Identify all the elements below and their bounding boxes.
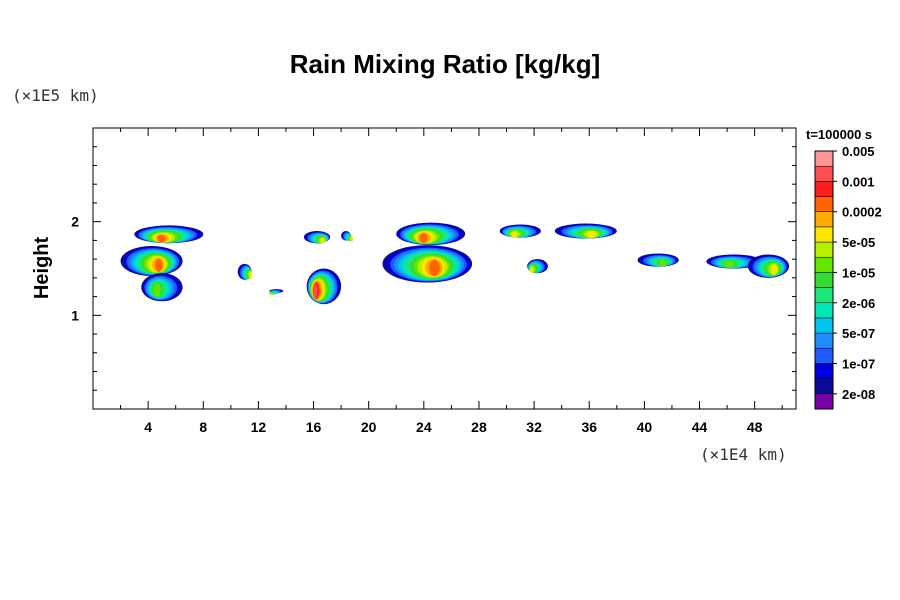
x-tick-label: 20 bbox=[361, 419, 377, 435]
x-tick-label: 36 bbox=[581, 419, 597, 435]
rain-contour bbox=[153, 283, 161, 297]
rain-region bbox=[306, 268, 342, 305]
rain-contour bbox=[530, 266, 533, 273]
y-tick-label: 1 bbox=[71, 307, 79, 323]
x-axis: 4 8 12 16 20 24 28 32 36 40 44 48 bbox=[120, 128, 783, 435]
colorbar-cell bbox=[814, 256, 834, 273]
rain-region bbox=[120, 246, 183, 276]
rain-region bbox=[396, 222, 466, 246]
y-axis-label: Height bbox=[31, 237, 53, 300]
rain-region bbox=[706, 254, 762, 269]
colorbar-label: 0.005 bbox=[842, 144, 875, 159]
rain-contour bbox=[249, 271, 252, 279]
x-tick-label: 32 bbox=[526, 419, 542, 435]
colorbar: 2e-08 1e-07 5e-07 2e-06 1e-05 5e-05 0.0002 0.00… bbox=[814, 144, 882, 410]
rain-contour bbox=[350, 237, 354, 242]
rain-contour bbox=[419, 233, 428, 243]
x-tick-label: 4 bbox=[144, 419, 152, 435]
colorbar-label: 5e-05 bbox=[842, 235, 875, 250]
colorbar-label: 0.0002 bbox=[842, 205, 882, 220]
rain-region bbox=[554, 223, 617, 239]
colorbar-cell bbox=[814, 241, 834, 258]
rain-region bbox=[527, 259, 548, 274]
rain-contour bbox=[659, 259, 667, 266]
rain-region-layer bbox=[120, 222, 790, 305]
rain-region bbox=[637, 253, 679, 267]
y-axis: 12 bbox=[71, 146, 796, 391]
colorbar-cell bbox=[814, 196, 834, 212]
rain-region bbox=[141, 273, 183, 302]
colorbar-cell bbox=[814, 378, 834, 395]
rain-contour bbox=[771, 264, 778, 275]
colorbar-label: 0.001 bbox=[842, 174, 875, 189]
colorbar-cell bbox=[814, 363, 834, 379]
rain-region bbox=[499, 224, 541, 238]
rain-region bbox=[747, 254, 790, 278]
colorbar-cell bbox=[814, 150, 834, 167]
colorbar-frame bbox=[814, 150, 834, 410]
rain-contour bbox=[157, 234, 166, 243]
colorbar-cell bbox=[814, 165, 834, 182]
y-unit-label: (×1E5 km) bbox=[12, 86, 99, 105]
colorbar-cell bbox=[814, 211, 834, 228]
rain-region bbox=[341, 231, 354, 242]
y-tick-label: 2 bbox=[71, 214, 79, 230]
colorbar-cell bbox=[814, 181, 834, 197]
colorbar-cell bbox=[814, 393, 834, 410]
x-tick-label: 44 bbox=[692, 419, 708, 435]
rain-contour bbox=[587, 231, 597, 238]
colorbar-label: 2e-06 bbox=[842, 296, 875, 311]
rain-region bbox=[237, 263, 252, 280]
rain-contour bbox=[155, 258, 163, 272]
x-tick-label: 12 bbox=[251, 419, 267, 435]
colorbar-label: 1e-07 bbox=[842, 356, 875, 371]
colorbar-label: 5e-07 bbox=[842, 326, 875, 341]
rain-contour bbox=[724, 261, 734, 268]
chart-title: Rain Mixing Ratio [kg/kg] bbox=[290, 49, 601, 79]
colorbar-cell bbox=[814, 272, 834, 288]
x-unit-label: (×1E4 km) bbox=[700, 445, 787, 464]
x-tick-label: 40 bbox=[637, 419, 653, 435]
rain-contour bbox=[321, 237, 325, 244]
colorbar-cell bbox=[814, 287, 834, 304]
colorbar-label: 2e-08 bbox=[842, 387, 875, 402]
rain-region bbox=[303, 231, 331, 244]
rain-region bbox=[134, 225, 204, 244]
colorbar-cell bbox=[814, 226, 834, 243]
x-tick-label: 48 bbox=[747, 419, 763, 435]
x-tick-label: 8 bbox=[199, 419, 207, 435]
rain-region bbox=[269, 289, 284, 296]
rain-contour bbox=[269, 293, 272, 296]
x-tick-label: 28 bbox=[471, 419, 487, 435]
rain-contour bbox=[313, 283, 318, 299]
colorbar-cell bbox=[814, 348, 834, 364]
x-tick-label: 16 bbox=[306, 419, 322, 435]
rain-contour bbox=[511, 231, 518, 238]
rain-region bbox=[382, 245, 473, 283]
time-label: t=100000 s bbox=[806, 127, 872, 142]
colorbar-label: 1e-05 bbox=[842, 265, 875, 280]
x-tick-label: 24 bbox=[416, 419, 432, 435]
colorbar-cell bbox=[814, 317, 834, 334]
colorbar-cell bbox=[814, 332, 834, 349]
colorbar-cell bbox=[814, 302, 834, 319]
plot-frame bbox=[92, 127, 797, 410]
rain-contour bbox=[429, 260, 440, 277]
